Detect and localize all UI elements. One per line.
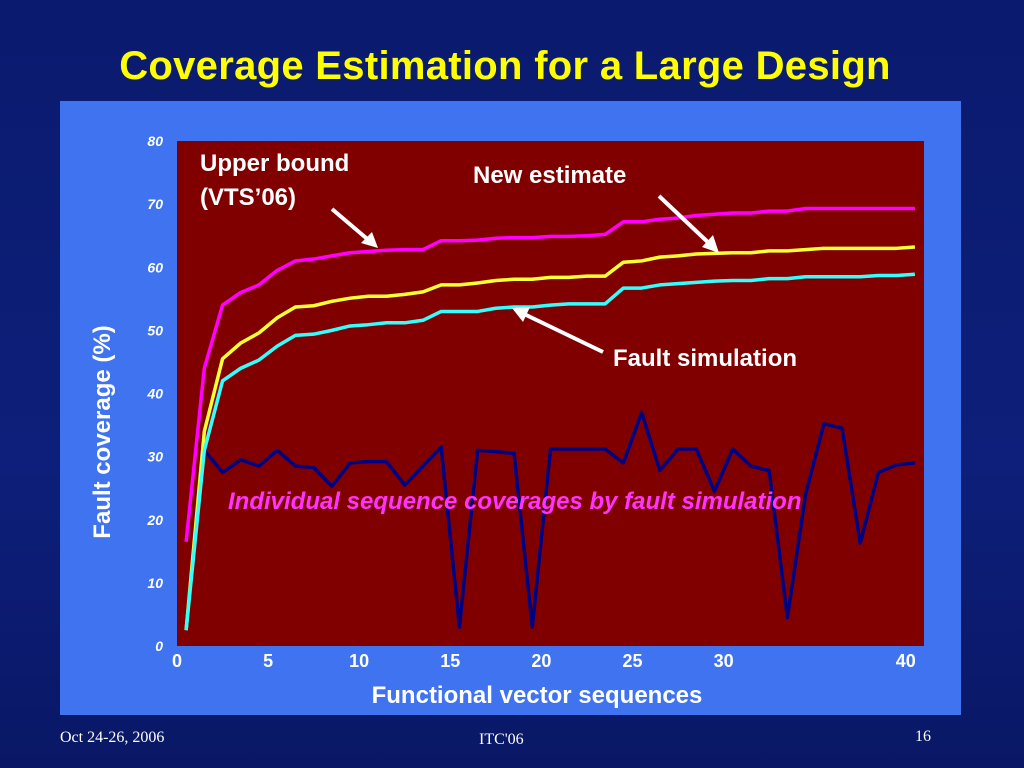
coverage-chart: 0 10 20 30 40 50 60 70 80 0 5 10 15 20 25 30 40 Upper bo… [89,133,924,709]
annotation-layer: Upper bound (VTS’06) New estimate Fault … [200,150,802,515]
series-line-new-estimate [184,245,916,631]
y-tick-label: 40 [146,386,163,402]
annotation-fault-simulation: Fault simulation [613,345,797,372]
y-tick-label: 60 [147,259,163,275]
footer-date: Oct 24-26, 2006 [60,729,165,746]
y-tick-label: 10 [147,575,163,591]
x-tick-label: 0 [172,651,182,671]
arrow-new-estimate-head [702,235,719,253]
x-tick-label: 25 [622,651,642,671]
y-tick-label: 80 [147,133,163,149]
y-tick-label: 50 [147,322,163,338]
series-line-upper-bound [184,206,915,543]
y-tick-label: 70 [147,196,163,212]
arrow-upper-bound [330,207,374,245]
footer-page-number: 16 [915,728,931,745]
x-tick-label: 10 [349,651,369,671]
arrow-fault-simulation-head [512,307,530,322]
annotation-new-estimate: New estimate [473,162,626,189]
annotation-upper-bound-line1: Upper bound [200,150,349,177]
x-tick-label: 30 [714,651,734,671]
x-tick-label: 20 [531,651,551,671]
x-tick-label: 15 [440,651,460,671]
tick-layer: 0 10 20 30 40 50 60 70 80 0 5 10 15 20 25 30 40 [146,133,915,671]
series-line-individual [202,410,916,629]
series-layer [184,206,916,631]
x-tick-label: 5 [263,651,273,671]
y-tick-label: 30 [147,449,163,465]
footer-conference: ITC'06 [479,731,524,748]
x-tick-label: 40 [896,651,916,671]
slide-title: Coverage Estimation for a Large Design [119,44,891,88]
y-axis-label: Fault coverage (%) [89,325,116,538]
chart-panel: 0 10 20 30 40 50 60 70 80 0 5 10 15 20 25 30 40 Upper bo… [60,101,961,715]
y-tick-label: 0 [155,638,163,654]
arrow-fault-simulation [521,311,604,354]
annotation-upper-bound-line2: (VTS’06) [200,184,296,211]
y-tick-label: 20 [146,512,163,528]
plot-area [177,141,924,646]
series-line-fault-simulation [184,272,916,631]
arrow-new-estimate [657,194,715,249]
annotation-individual-sequences: Individual sequence coverages by fault s… [228,488,802,515]
arrow-upper-bound-head [361,232,378,248]
x-axis-label: Functional vector sequences [372,682,703,709]
